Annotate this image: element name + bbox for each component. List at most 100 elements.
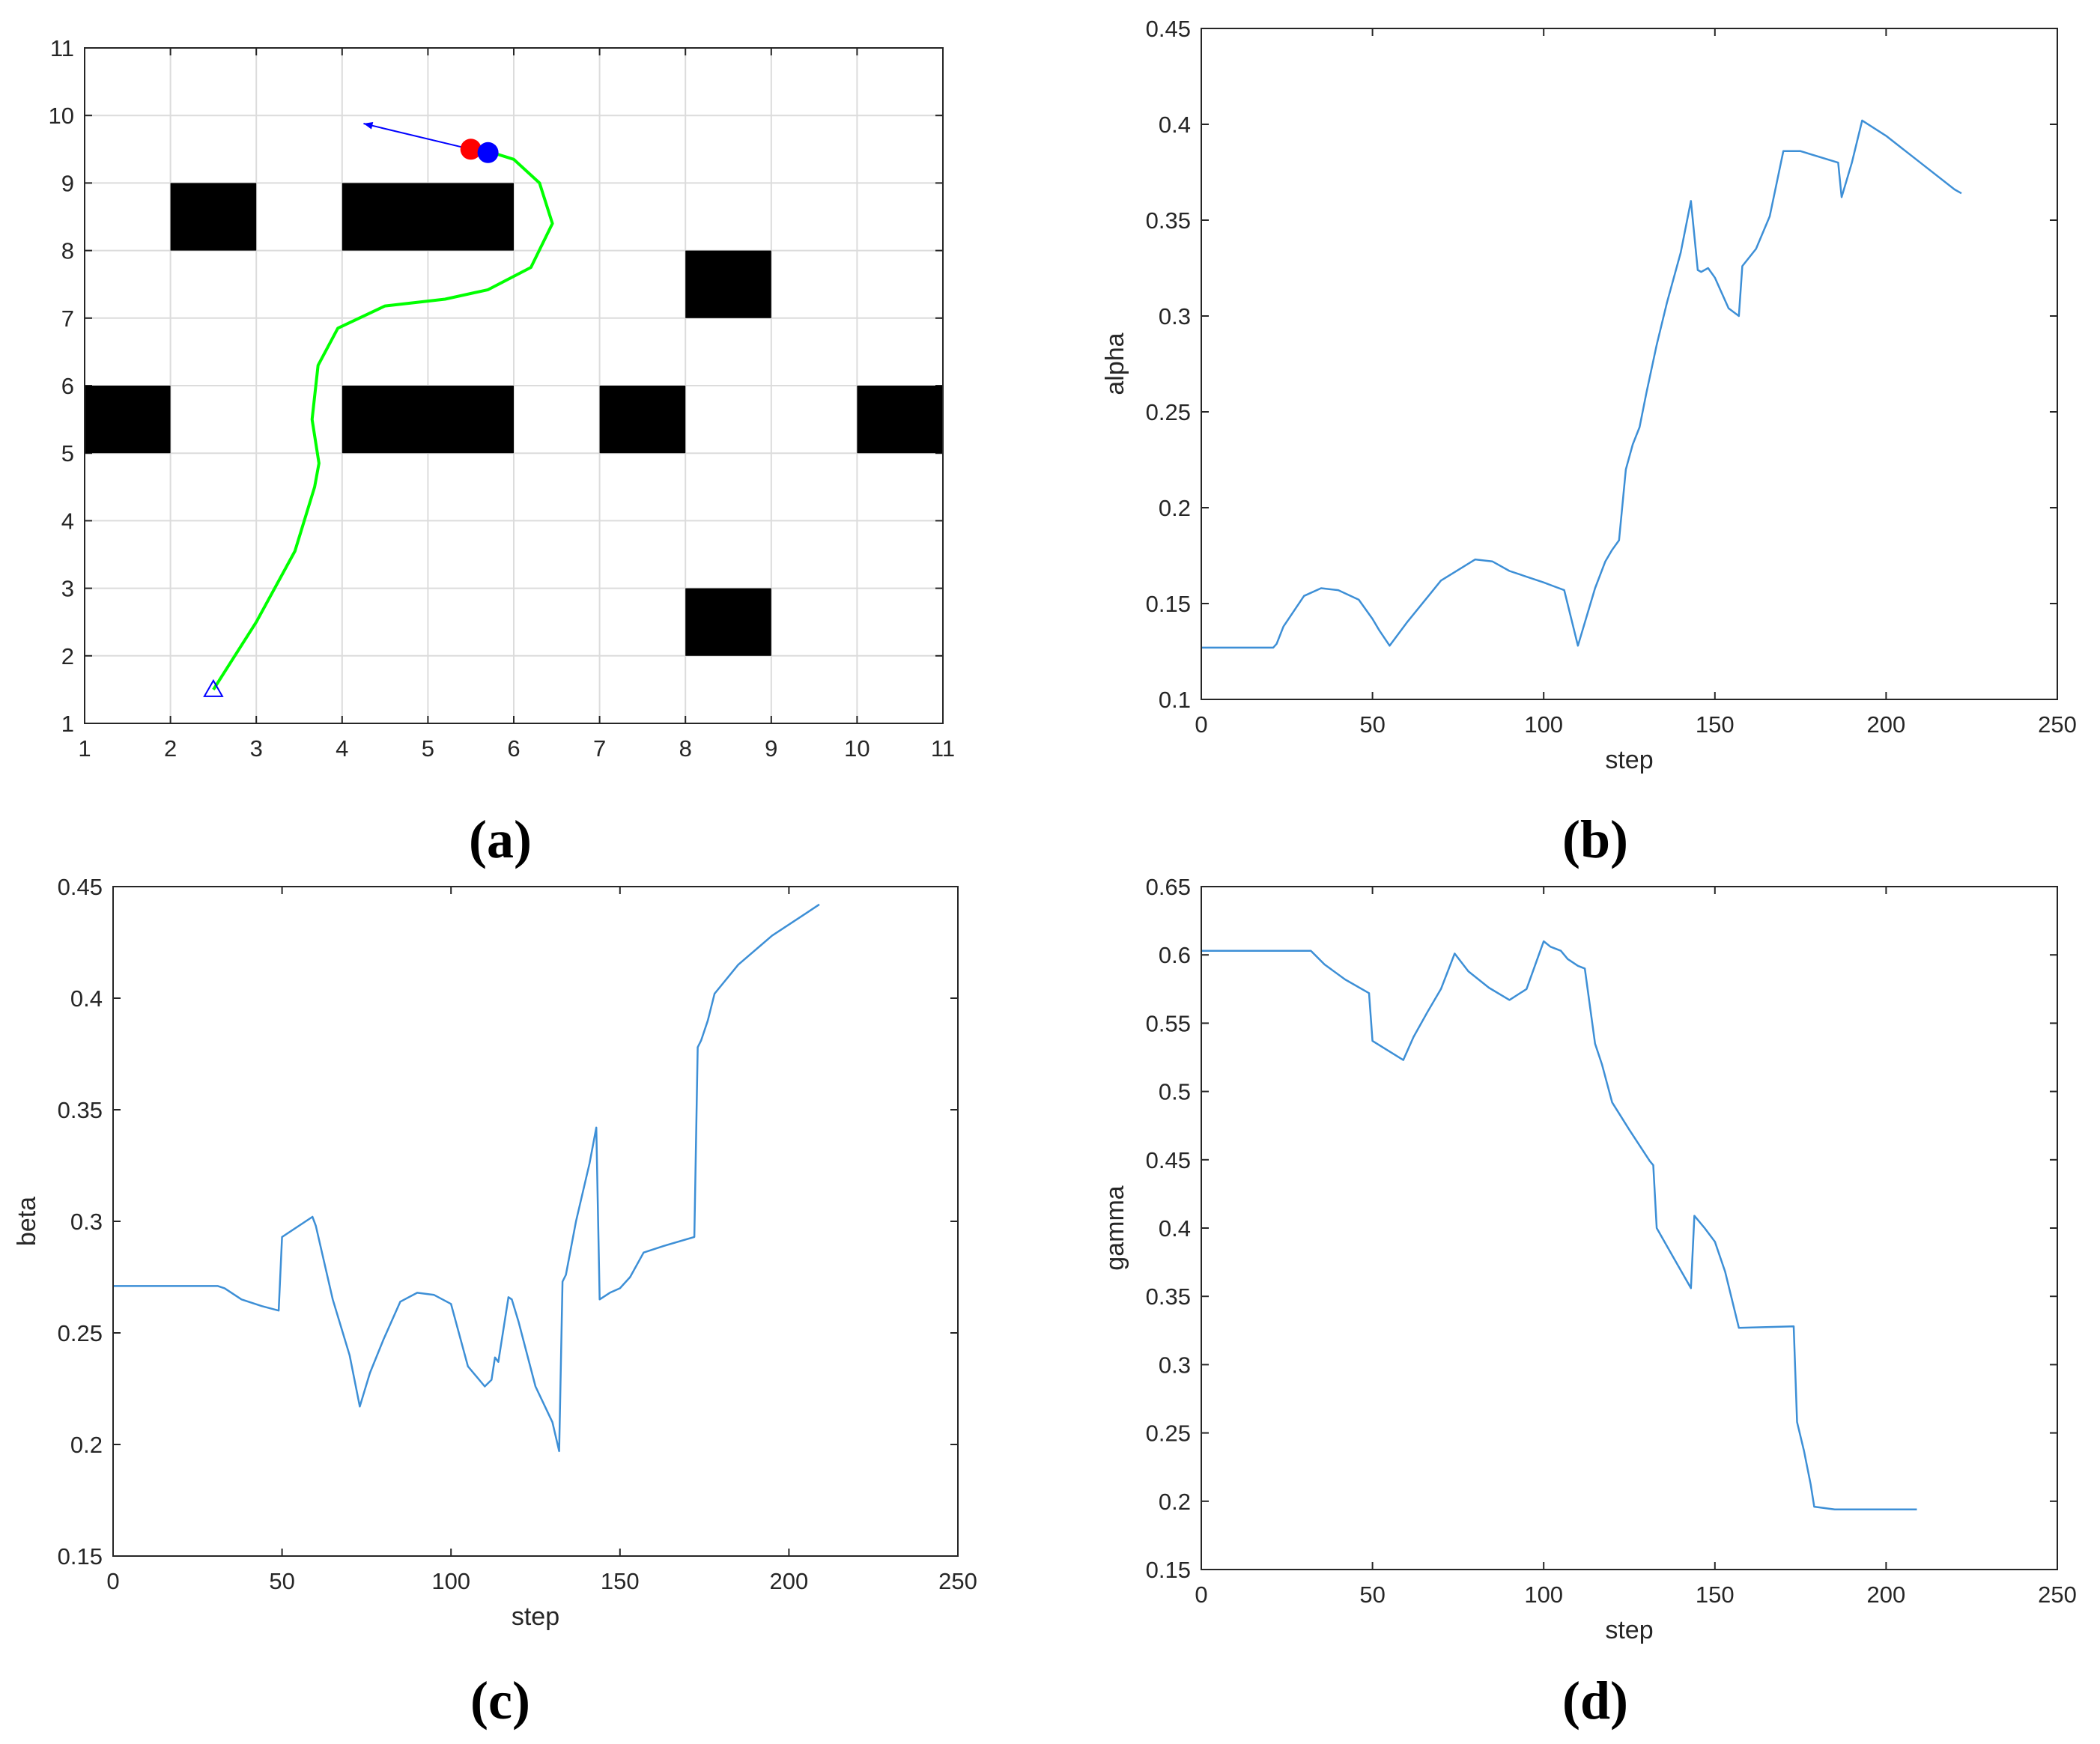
y-tick-label: 0.65 — [1146, 874, 1191, 900]
series-line-alpha — [1201, 119, 1962, 649]
x-tick-label: 100 — [431, 1568, 470, 1594]
chart-c-beta: 0 50 100 150 200 250 0.15 0.2 0.25 0.3 0.35 0.4 0.45… — [13, 874, 977, 1631]
y-tick-label: 0.45 — [1146, 16, 1191, 42]
caption-a: (a) — [469, 809, 532, 869]
obstacle-block — [170, 183, 257, 251]
obstacle-block — [342, 386, 514, 454]
caption-b: (b) — [1562, 809, 1628, 869]
obstacle-block — [599, 386, 686, 454]
x-tick-label: 150 — [1696, 1582, 1735, 1608]
caption-c: (c) — [470, 1671, 530, 1731]
robot-path-line — [212, 150, 554, 690]
y-tick-label: 7 — [61, 306, 74, 332]
obstacle-block — [685, 250, 771, 318]
y-tick-label: 0.1 — [1159, 687, 1191, 713]
obstacle-block — [685, 588, 771, 656]
x-tick-label: 200 — [1867, 711, 1906, 738]
chart-d-gamma: 0 50 100 150 200 250 0.15 0.2 0.25 0.3 0.35 0.4 0.45… — [1101, 874, 2077, 1644]
y-axis-label: gamma — [1101, 1185, 1129, 1270]
y-tick-label: 4 — [61, 508, 74, 534]
x-axis-label: step — [1605, 746, 1653, 774]
x-tick-label: 10 — [844, 735, 870, 762]
x-tick-label: 3 — [250, 735, 263, 762]
plot-frame — [1201, 886, 2058, 1570]
x-tick-label: 0 — [106, 1568, 119, 1594]
y-tick-label: 1 — [61, 711, 74, 737]
x-tick-label: 250 — [2038, 1582, 2077, 1608]
x-tick-label: 11 — [931, 735, 955, 762]
heading-arrow-head — [363, 121, 374, 130]
obstacle-block — [342, 183, 514, 251]
x-tick-label: 2 — [164, 735, 177, 762]
series-line-beta — [113, 903, 820, 1453]
x-tick-label: 0 — [1195, 711, 1207, 738]
y-tick-label: 0.45 — [1146, 1147, 1191, 1173]
y-tick-label: 0.3 — [1159, 303, 1191, 329]
x-tick-label: 150 — [601, 1568, 640, 1594]
y-tick-label: 0.3 — [1159, 1352, 1191, 1378]
x-tick-label: 100 — [1524, 711, 1563, 738]
x-tick-label: 6 — [507, 735, 520, 762]
x-tick-label: 5 — [422, 735, 434, 762]
y-tick-label: 6 — [61, 373, 74, 399]
x-tick-label: 250 — [2038, 711, 2077, 738]
x-tick-label: 0 — [1195, 1582, 1207, 1608]
x-tick-label: 200 — [1867, 1582, 1906, 1608]
y-tick-label: 0.4 — [70, 985, 103, 1012]
caption-d: (d) — [1562, 1671, 1628, 1731]
x-tick-label: 50 — [1359, 711, 1385, 738]
x-tick-label: 8 — [679, 735, 692, 762]
y-tick-label: 8 — [61, 238, 74, 264]
robot-marker-red — [460, 139, 482, 160]
chart-b-alpha: 0 50 100 150 200 250 0.1 0.15 0.2 0.25 0.3 0.35 0.4 0… — [1101, 16, 2077, 774]
y-tick-label: 10 — [49, 103, 74, 129]
x-tick-label: 150 — [1696, 711, 1735, 738]
y-tick-label: 0.35 — [58, 1097, 103, 1123]
x-tick-label: 100 — [1524, 1582, 1563, 1608]
y-tick-label: 0.25 — [1146, 1421, 1191, 1447]
y-tick-label: 2 — [61, 643, 74, 669]
x-axis-label: step — [1605, 1616, 1653, 1644]
x-tick-label: 200 — [770, 1568, 809, 1594]
x-tick-label: 9 — [765, 735, 777, 762]
y-tick-label: 0.35 — [1146, 1283, 1191, 1310]
y-tick-label: 9 — [61, 170, 74, 196]
y-tick-label: 3 — [61, 576, 74, 602]
y-tick-label: 0.2 — [70, 1432, 103, 1458]
y-tick-label: 0.4 — [1159, 112, 1191, 138]
x-tick-label: 7 — [593, 735, 606, 762]
y-tick-label: 0.6 — [1159, 942, 1191, 968]
y-tick-label: 0.3 — [70, 1209, 103, 1235]
x-tick-label: 50 — [1359, 1582, 1385, 1608]
y-axis-label: alpha — [1101, 332, 1129, 395]
y-tick-label: 0.25 — [58, 1320, 103, 1346]
y-tick-label: 0.15 — [1146, 1557, 1191, 1583]
x-tick-label: 250 — [938, 1568, 977, 1594]
y-tick-label: 0.15 — [58, 1543, 103, 1570]
y-tick-label: 11 — [50, 35, 74, 61]
y-tick-label: 0.15 — [1146, 591, 1191, 617]
x-tick-label: 50 — [269, 1568, 294, 1594]
plot-frame — [1201, 28, 2058, 700]
heading-arrow-line — [363, 123, 471, 151]
x-tick-label: 1 — [78, 735, 91, 762]
x-axis-label: step — [512, 1602, 559, 1631]
y-tick-label: 0.45 — [58, 874, 103, 900]
plot-frame — [112, 886, 959, 1557]
y-tick-label: 5 — [61, 440, 74, 467]
series-line-gamma — [1201, 940, 1917, 1510]
x-tick-label: 4 — [336, 735, 348, 762]
y-tick-label: 0.4 — [1159, 1215, 1191, 1242]
robot-marker-blue — [477, 142, 499, 163]
y-tick-label: 0.2 — [1159, 495, 1191, 521]
plot-frame — [84, 47, 944, 724]
y-tick-label: 0.2 — [1159, 1489, 1191, 1515]
obstacle-block — [85, 386, 171, 454]
y-tick-label: 0.5 — [1159, 1079, 1191, 1105]
y-tick-label: 0.55 — [1146, 1010, 1191, 1036]
y-axis-label: beta — [13, 1197, 41, 1246]
y-tick-label: 0.25 — [1146, 399, 1191, 425]
y-tick-label: 0.35 — [1146, 207, 1191, 234]
